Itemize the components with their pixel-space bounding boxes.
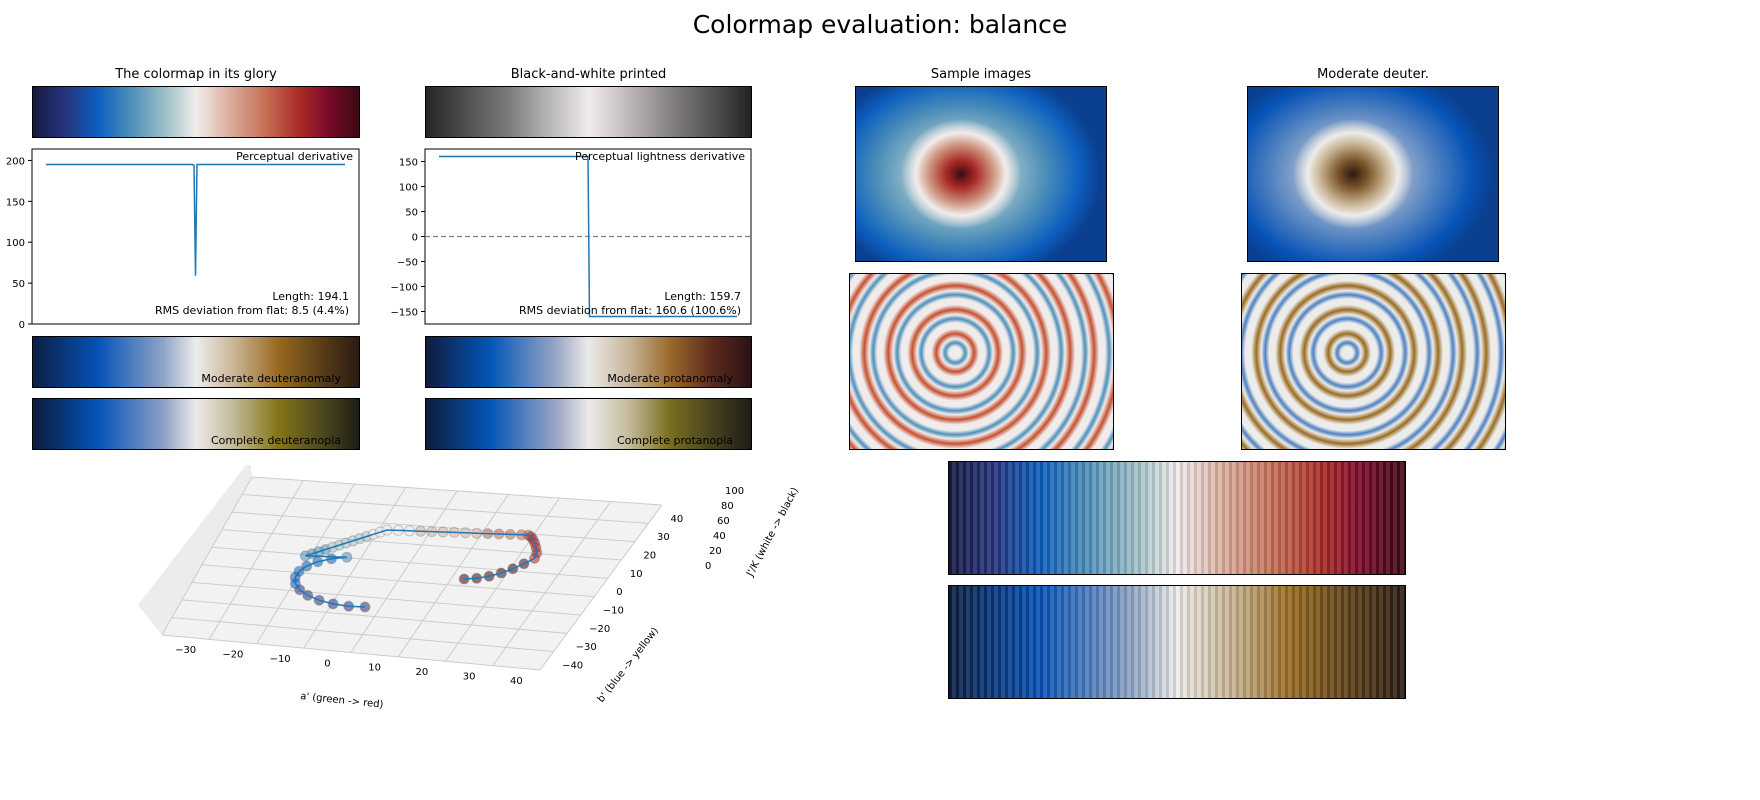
z-tick-label: 60	[717, 516, 730, 527]
bw-colormap-bar	[425, 86, 752, 138]
y-tick-label: −40	[562, 661, 583, 672]
x-tick-label: 30	[463, 671, 476, 682]
grid-line	[397, 494, 509, 658]
deuter-title: Moderate deuter.	[1317, 67, 1429, 82]
y-tick-label: 150	[399, 158, 418, 169]
y-tick-label: 20	[643, 551, 656, 562]
z-tick-label: 0	[705, 561, 711, 572]
complete-protanopia-bar: Complete protanopia	[425, 398, 752, 450]
chart-title: Perceptual derivative	[236, 150, 353, 163]
x-tick-label: −30	[175, 645, 196, 656]
y-tick-label: −50	[397, 258, 418, 269]
complete-protanopia-label: Complete protanopia	[616, 434, 733, 447]
perceptual-derivative-chart: 0 50 100 150 200 Perceptual derivative Length:…	[6, 148, 360, 331]
derivative-line	[439, 155, 737, 318]
moderate-protanomaly-bar: Moderate protanomaly	[425, 336, 752, 388]
grid-line	[161, 634, 541, 671]
grid-line	[350, 490, 458, 653]
grid-line	[208, 480, 304, 640]
y-tick-label: 10	[630, 569, 643, 580]
grid-line	[161, 476, 253, 636]
chart-annotation: Length: 159.7	[664, 290, 741, 303]
complete-deuteranopia-label: Complete deuteranopia	[210, 434, 341, 447]
z-tick-label: 20	[709, 546, 722, 557]
y-tick-label: 50	[12, 279, 25, 290]
y-tick-label: −100	[391, 283, 418, 294]
jpk-3d-plot: −30 −20 −10 0 10 20 30 40−40−30−20−100102030400…	[138, 465, 801, 711]
grid-line	[492, 501, 612, 666]
samples-title: Sample images	[930, 67, 1032, 82]
figure-title: Colormap evaluation: balance	[692, 10, 1068, 39]
glory-title: The colormap in its glory	[115, 67, 277, 82]
x-axis-label: a' (green -> red)	[300, 691, 384, 711]
z-tick-label: 100	[725, 486, 744, 497]
grid-line	[539, 504, 663, 671]
complete-deuteranopia-bar: Complete deuteranopia	[32, 398, 360, 450]
y-tick-label: −10	[603, 606, 624, 617]
grid-line	[201, 564, 595, 598]
y-axis-label: b' (blue -> yellow)	[596, 626, 661, 705]
x-tick-label: 20	[416, 667, 429, 678]
colormap-test-bar	[948, 461, 1406, 575]
y-tick-label: 150	[6, 197, 25, 208]
chart-annotation: Length: 194.1	[272, 290, 349, 303]
y-tick-label: 100	[6, 238, 25, 249]
grid-line	[181, 599, 568, 634]
y-tick-label: −150	[391, 308, 418, 319]
grid-line	[171, 616, 554, 653]
grid-line	[211, 546, 608, 579]
y-tick-label: −20	[589, 624, 610, 635]
y-tick-label: 30	[657, 532, 670, 543]
sample-image-topography-deuter	[1247, 86, 1499, 262]
moderate-protanomaly-label: Moderate protanomaly	[607, 372, 733, 385]
floor-pane	[162, 477, 662, 670]
y-tick-label: 50	[405, 208, 418, 219]
z-tick-label: 40	[713, 531, 726, 542]
lightness-derivative-chart: 150 100 50 0 −50 −100 −150 Perceptual lightness…	[391, 148, 752, 325]
grid-line	[191, 581, 581, 616]
moderate-deuteranomaly-bar: Moderate deuteranomaly	[32, 336, 360, 388]
chart-annotation: RMS deviation from flat: 160.6 (100.6%)	[519, 304, 741, 317]
plot-frame	[31, 148, 360, 325]
sample-image-waves	[849, 273, 1114, 450]
x-tick-label: 40	[510, 676, 523, 687]
z-tick-label: 80	[721, 501, 734, 512]
chart-annotation: RMS deviation from flat: 8.5 (4.4%)	[155, 304, 349, 317]
grid-line	[445, 497, 560, 662]
colormap-path-line	[294, 529, 538, 608]
grid-line	[241, 494, 649, 524]
x-tick-label: −10	[270, 654, 291, 665]
z-axis-label: J'/K (white -> black)	[744, 486, 801, 579]
y-tick-label: 200	[6, 156, 25, 167]
test-stripes-deuter	[949, 586, 1405, 698]
y-tick-label: 0	[19, 320, 25, 331]
x-tick-label: 0	[324, 658, 330, 669]
colormap-bar	[32, 86, 360, 138]
sample-image-waves-deuter	[1241, 273, 1506, 450]
y-tick-label: 40	[671, 514, 684, 525]
colormap-test-bar-deuter	[948, 585, 1406, 699]
y-tick-label: 100	[399, 183, 418, 194]
x-tick-label: −20	[222, 650, 243, 661]
grid-line	[303, 487, 407, 649]
y-tick-label: 0	[412, 233, 418, 244]
derivative-line	[46, 163, 345, 276]
grid-line	[221, 529, 622, 561]
chart-title: Perceptual lightness derivative	[575, 150, 745, 163]
x-tick-label: 10	[368, 663, 381, 674]
moderate-deuteranomaly-label: Moderate deuteranomaly	[201, 372, 341, 385]
side-pane	[138, 465, 252, 635]
sample-image-topography	[855, 86, 1107, 262]
y-tick-label: −30	[576, 642, 597, 653]
bw-title: Black-and-white printed	[510, 67, 667, 82]
grid-line	[251, 476, 663, 506]
test-stripes	[949, 462, 1405, 574]
y-tick-label: 0	[616, 587, 622, 598]
